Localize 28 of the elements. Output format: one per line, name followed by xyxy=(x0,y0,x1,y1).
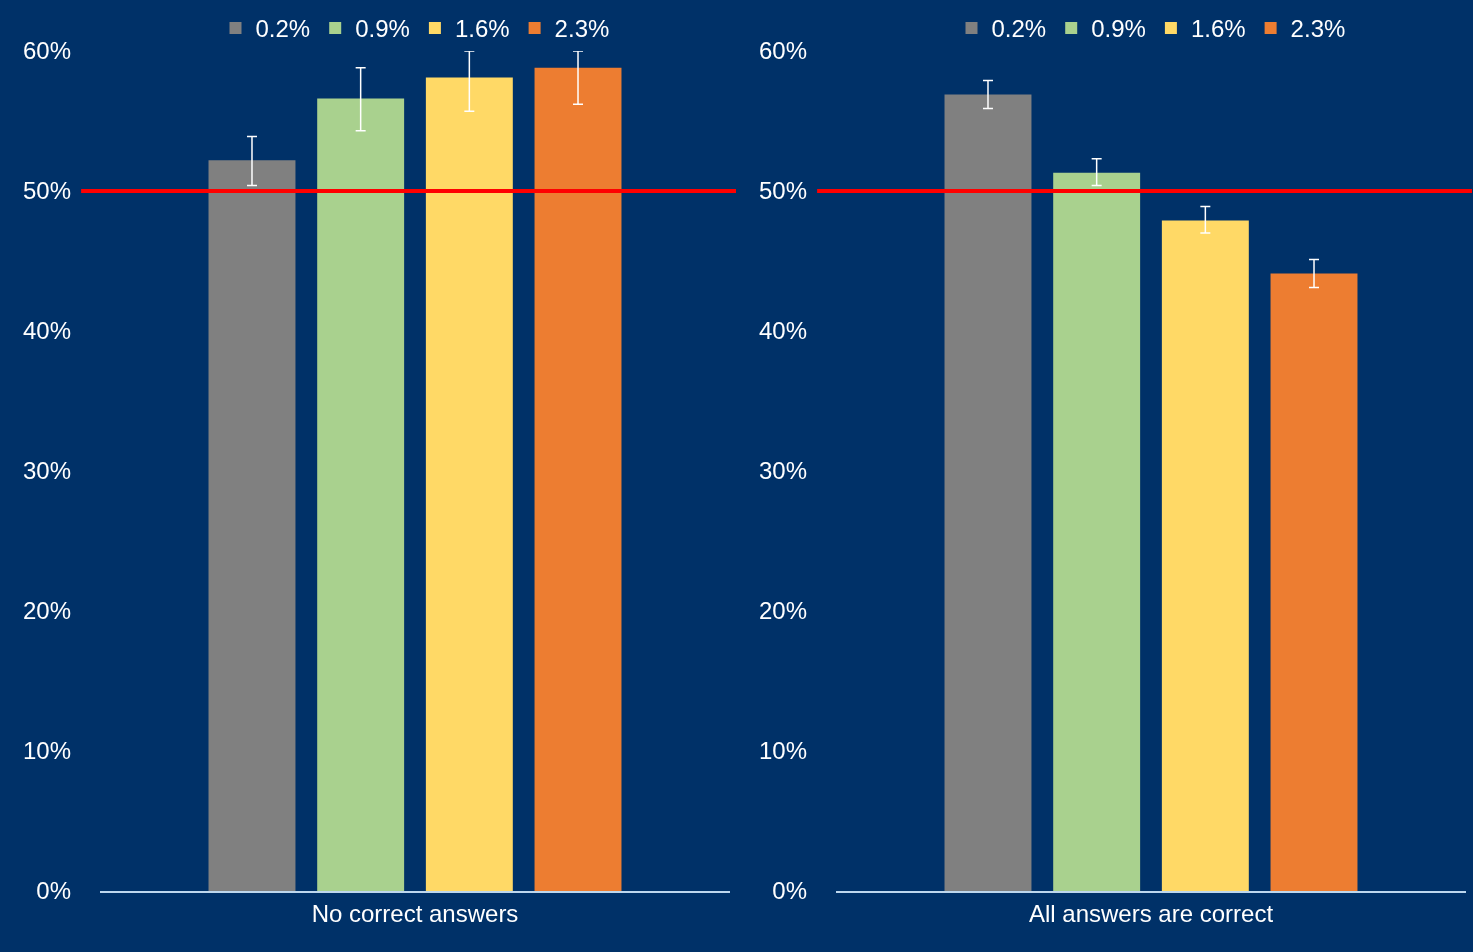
y-tick-label: 60% xyxy=(758,37,807,65)
legend-label: 1.6% xyxy=(454,15,510,43)
y-tick-label: 50% xyxy=(22,177,71,205)
y-tick-label: 60% xyxy=(22,37,71,65)
bar xyxy=(944,94,1032,891)
y-tick-label: 20% xyxy=(758,597,807,625)
legend-label: 0.2% xyxy=(991,15,1047,43)
bar xyxy=(1270,273,1358,891)
y-tick-label: 30% xyxy=(22,457,71,485)
bar xyxy=(1161,220,1249,891)
y-tick-label: 40% xyxy=(758,317,807,345)
y-tick-label: 0% xyxy=(772,877,807,905)
bar xyxy=(1053,172,1141,891)
legend-label: 2.3% xyxy=(1290,15,1346,43)
legend-label: 0.9% xyxy=(1091,15,1146,43)
y-tick-label: 50% xyxy=(758,177,807,205)
y-tick-label: 0% xyxy=(36,877,71,905)
y-tick-label: 20% xyxy=(22,597,71,625)
x-tick-label: No correct answers xyxy=(311,899,519,927)
x-tick-label: All answers are correct xyxy=(1028,899,1274,927)
y-tick-label: 40% xyxy=(22,317,71,345)
legend-label: 2.3% xyxy=(554,15,610,43)
y-tick-label: 10% xyxy=(758,737,807,765)
legend-label: 0.9% xyxy=(355,15,410,43)
y-tick-label: 30% xyxy=(758,457,807,485)
legend-label: 0.2% xyxy=(255,15,311,43)
legend-label: 1.6% xyxy=(1190,15,1246,43)
y-tick-label: 10% xyxy=(22,737,71,765)
